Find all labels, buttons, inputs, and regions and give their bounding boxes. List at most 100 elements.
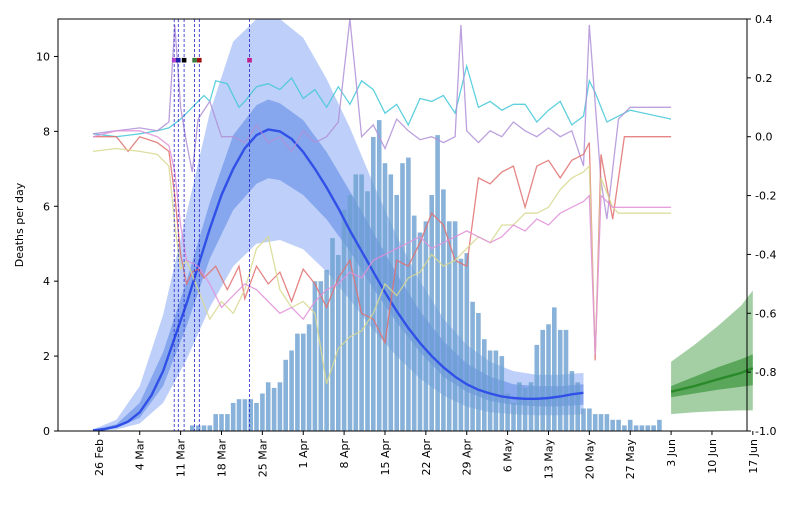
deaths-bar	[272, 388, 277, 431]
deaths-bar	[640, 425, 645, 431]
deaths-bar	[330, 238, 335, 431]
deaths-bar	[248, 399, 253, 431]
deaths-bar	[254, 403, 259, 431]
deaths-bar	[213, 414, 218, 431]
deaths-bar	[307, 324, 312, 431]
deaths-bar	[622, 425, 627, 431]
deaths-bar	[435, 135, 440, 431]
deaths-bar	[523, 388, 528, 431]
deaths-bar	[424, 221, 429, 431]
deaths-bar	[505, 394, 510, 432]
y2-tick-label: -1.0	[755, 425, 776, 438]
deaths-bar	[599, 414, 604, 431]
y2-tick-label: -0.8	[755, 366, 776, 379]
x-tick-label: 6 May	[502, 439, 515, 473]
intervention-marker	[182, 58, 187, 63]
deaths-bar	[278, 382, 283, 431]
deaths-bar	[225, 414, 230, 431]
x-tick-label: 29 Apr	[461, 439, 474, 476]
deaths-bar	[610, 420, 615, 431]
deaths-bar	[412, 216, 417, 431]
deaths-bar	[418, 233, 423, 432]
x-tick-label: 13 May	[542, 439, 555, 480]
deaths-bar	[605, 414, 610, 431]
deaths-bar	[453, 221, 458, 431]
y-tick-label: 0	[43, 425, 50, 438]
deaths-bar	[400, 163, 405, 431]
forecast-outer-band	[671, 291, 753, 415]
deaths-bar	[301, 334, 306, 431]
deaths-bar	[476, 313, 481, 431]
deaths-bar	[243, 399, 248, 431]
deaths-bar	[651, 425, 656, 431]
deaths-bar	[196, 425, 201, 431]
deaths-bar	[406, 158, 411, 431]
deaths-bar	[570, 371, 575, 431]
y-tick-label: 6	[43, 200, 50, 213]
deaths-bar	[628, 420, 633, 431]
deaths-bar	[540, 330, 545, 431]
x-tick-label: 18 Mar	[215, 439, 228, 478]
deaths-bar	[377, 120, 382, 431]
deaths-bar	[575, 382, 580, 431]
deaths-bar	[459, 259, 464, 431]
y2-tick-label: 0.0	[755, 131, 773, 144]
deaths-bar	[231, 403, 236, 431]
deaths-bar	[482, 339, 487, 431]
deaths-bar	[646, 425, 651, 431]
deaths-bar	[342, 210, 347, 431]
deaths-bar	[529, 382, 534, 431]
x-tick-label: 22 Apr	[420, 439, 433, 476]
deaths-bar	[558, 330, 563, 431]
deaths-bar	[190, 425, 195, 431]
deaths-bar	[371, 137, 376, 431]
x-tick-label: 25 Mar	[256, 439, 269, 478]
deaths-bar	[488, 351, 493, 432]
intervention-marker	[192, 58, 197, 63]
x-tick-label: 20 May	[583, 439, 596, 480]
deaths-bar	[260, 394, 265, 432]
deaths-bar	[219, 414, 224, 431]
deaths-bar	[365, 191, 370, 431]
deaths-bar	[500, 356, 505, 431]
deaths-bar	[494, 351, 499, 432]
forecast-bands	[671, 291, 753, 415]
deaths-bar	[470, 302, 475, 431]
x-tick-label: 17 Jun	[747, 439, 760, 474]
deaths-bar	[634, 425, 639, 431]
deaths-bar	[465, 253, 470, 431]
x-tick-label: 27 May	[624, 439, 637, 480]
y-tick-label: 4	[43, 275, 50, 288]
y-tick-label: 2	[43, 350, 50, 363]
y2-tick-label: -0.4	[755, 248, 776, 261]
y2-tick-label: -0.6	[755, 307, 776, 320]
deaths-bar	[447, 221, 452, 431]
x-tick-label: 15 Apr	[379, 439, 392, 476]
deaths-bar	[517, 382, 522, 431]
deaths-bar	[564, 330, 569, 431]
deaths-bar	[657, 420, 662, 431]
x-tick-label: 10 Jun	[706, 439, 719, 474]
deaths-bar	[237, 399, 242, 431]
x-tick-label: 4 Mar	[134, 439, 147, 471]
deaths-bar	[587, 409, 592, 432]
x-tick-label: 1 Apr	[297, 439, 310, 469]
deaths-bar	[581, 409, 586, 432]
y-tick-label: 10	[36, 50, 50, 63]
deaths-bar	[359, 174, 364, 431]
deaths-bar	[511, 403, 516, 431]
y2-tick-label: 0.4	[755, 13, 773, 26]
deaths-bar	[546, 324, 551, 431]
deaths-bar	[208, 425, 213, 431]
y-axis-label: Deaths per day	[13, 182, 26, 267]
deaths-bar	[283, 360, 288, 431]
x-tick-label: 3 Jun	[665, 439, 678, 467]
deaths-bar	[324, 270, 329, 431]
deaths-bar	[593, 414, 598, 431]
deaths-bar	[266, 382, 271, 431]
deaths-bar	[289, 351, 294, 432]
x-tick-label: 11 Mar	[175, 439, 188, 478]
intervention-marker	[176, 58, 181, 63]
